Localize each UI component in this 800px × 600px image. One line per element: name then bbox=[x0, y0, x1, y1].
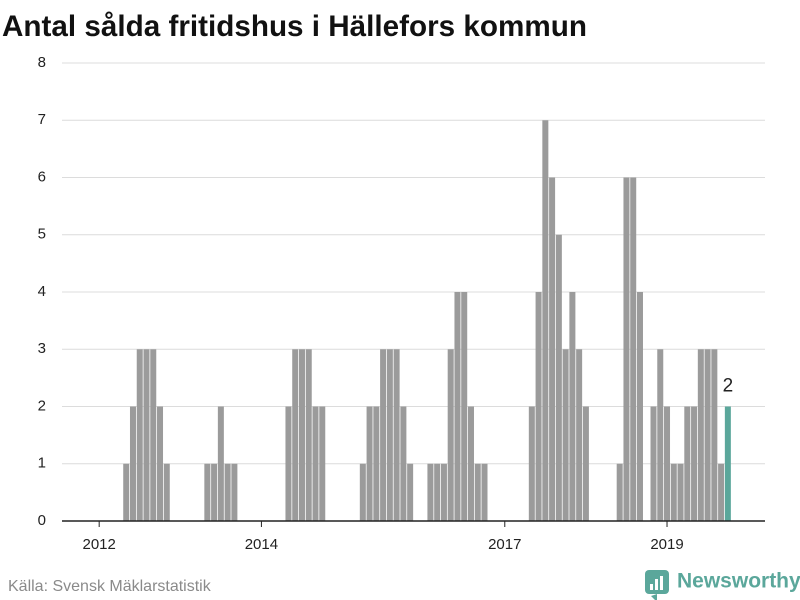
bar bbox=[129, 406, 136, 521]
logo-bar bbox=[655, 579, 658, 590]
bar bbox=[224, 463, 231, 521]
value-label: 2 bbox=[723, 376, 734, 397]
bar bbox=[319, 406, 326, 521]
bar bbox=[569, 292, 576, 521]
bar bbox=[623, 177, 630, 521]
bar bbox=[373, 406, 380, 521]
y-tick-label: 3 bbox=[38, 340, 46, 357]
bar bbox=[630, 177, 637, 521]
y-tick-label: 2 bbox=[38, 397, 46, 414]
logo: Newsworthy bbox=[645, 570, 800, 600]
bar bbox=[407, 463, 414, 521]
source: Källa: Svensk Mäklarstatistik bbox=[8, 578, 212, 595]
bar bbox=[582, 406, 589, 521]
bar bbox=[528, 406, 535, 521]
bar bbox=[562, 349, 569, 521]
bar bbox=[481, 463, 488, 521]
bar bbox=[535, 292, 542, 521]
bar bbox=[285, 406, 292, 521]
y-tick-label: 6 bbox=[38, 168, 46, 185]
bar bbox=[231, 463, 238, 521]
bar bbox=[136, 349, 143, 521]
bar bbox=[549, 177, 556, 521]
chart-title: Antal sålda fritidshus i Hällefors kommu… bbox=[2, 10, 587, 43]
bar bbox=[724, 406, 731, 521]
bar bbox=[204, 463, 211, 521]
bar bbox=[684, 406, 691, 521]
bar bbox=[664, 406, 671, 521]
logo-tail bbox=[651, 594, 657, 600]
bar bbox=[461, 292, 468, 521]
bar bbox=[157, 406, 164, 521]
x-tick-label: 2012 bbox=[82, 536, 115, 553]
x-tick-label: 2019 bbox=[650, 536, 683, 553]
bar bbox=[555, 234, 562, 521]
bar bbox=[670, 463, 677, 521]
bar bbox=[298, 349, 305, 521]
y-tick-label: 5 bbox=[38, 226, 46, 243]
bar bbox=[650, 406, 657, 521]
bar bbox=[447, 349, 454, 521]
bar bbox=[305, 349, 312, 521]
bar bbox=[386, 349, 393, 521]
bar bbox=[123, 463, 130, 521]
bar bbox=[292, 349, 299, 521]
y-tick-label: 0 bbox=[38, 512, 46, 529]
bar bbox=[312, 406, 319, 521]
bar bbox=[616, 463, 623, 521]
bar bbox=[440, 463, 447, 521]
bar bbox=[691, 406, 698, 521]
bar bbox=[359, 463, 366, 521]
bar bbox=[400, 406, 407, 521]
bar bbox=[657, 349, 664, 521]
logo-bar bbox=[650, 584, 653, 590]
bar bbox=[454, 292, 461, 521]
bar bbox=[150, 349, 157, 521]
bar bbox=[380, 349, 387, 521]
bar bbox=[677, 463, 684, 521]
y-tick-label: 1 bbox=[38, 455, 46, 472]
x-tick-label: 2017 bbox=[488, 536, 521, 553]
bar bbox=[434, 463, 441, 521]
bar bbox=[636, 292, 643, 521]
bar bbox=[711, 349, 718, 521]
bar bbox=[474, 463, 481, 521]
bar bbox=[697, 349, 704, 521]
bar bbox=[718, 463, 725, 521]
bar bbox=[542, 120, 549, 521]
bar bbox=[427, 463, 434, 521]
bar bbox=[143, 349, 150, 521]
bar bbox=[704, 349, 711, 521]
bar bbox=[393, 349, 400, 521]
bar bbox=[576, 349, 583, 521]
y-tick-label: 8 bbox=[38, 54, 46, 71]
bar bbox=[467, 406, 474, 521]
logo-bar bbox=[660, 576, 663, 590]
y-tick-label: 7 bbox=[38, 111, 46, 128]
brand: Newsworthy bbox=[677, 570, 800, 593]
bar bbox=[211, 463, 218, 521]
bar bbox=[217, 406, 224, 521]
y-tick-label: 4 bbox=[38, 283, 46, 300]
x-tick-label: 2014 bbox=[245, 536, 278, 553]
bar bbox=[366, 406, 373, 521]
bar bbox=[163, 463, 170, 521]
